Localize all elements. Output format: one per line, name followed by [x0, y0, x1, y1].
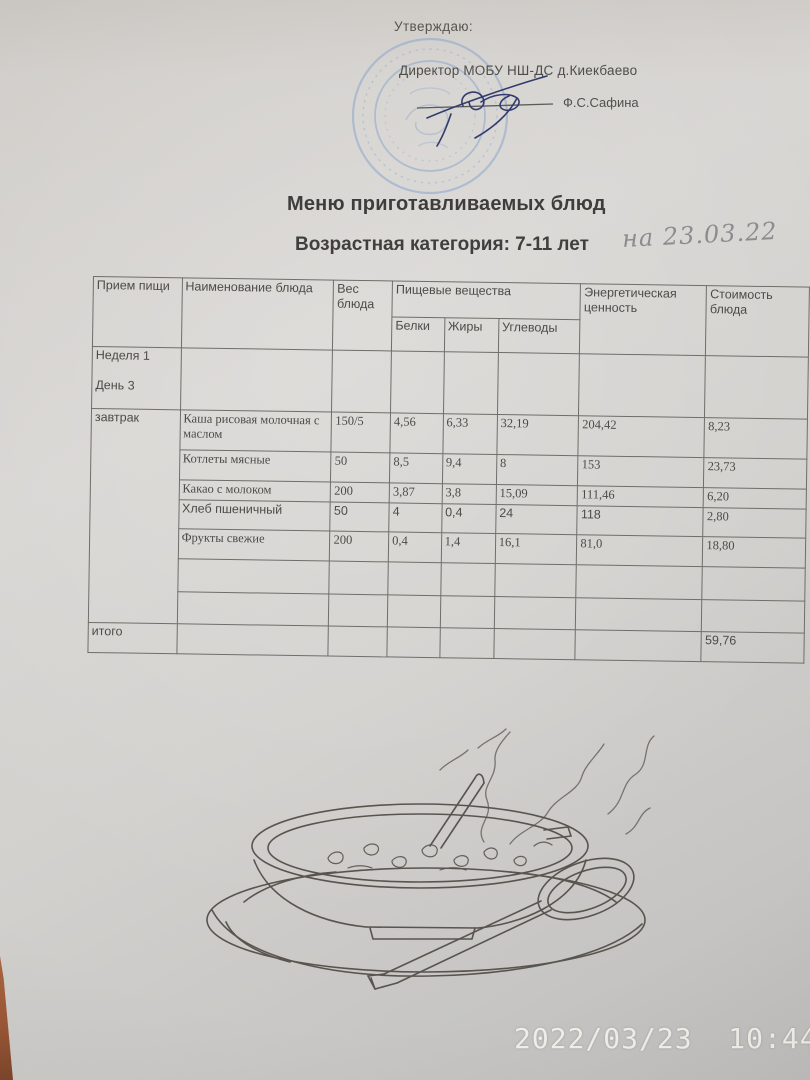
energy-cell: 118: [577, 505, 704, 537]
table-surface-corner: [0, 956, 13, 1080]
dish-cell: Хлеб пшеничный: [178, 499, 331, 532]
fat-cell: 6,33: [442, 413, 498, 455]
handwritten-date: на 23.03.22: [621, 216, 779, 254]
fat-cell: 1,4: [440, 532, 496, 564]
cost-cell: 18,80: [702, 536, 806, 569]
weight-cell: 50: [330, 452, 391, 483]
day-label: День 3: [95, 378, 135, 393]
energy-cell: 81,0: [576, 534, 704, 567]
header-carbs: Углеводы: [498, 318, 581, 354]
signature-icon: [416, 75, 554, 147]
menu-table: Прием пищи Наименование блюда Вес блюда …: [87, 276, 810, 664]
age-category-subtitle: Возрастная категория: 7-11 лет: [295, 234, 589, 255]
protein-cell: 0,4: [388, 531, 442, 563]
dish-cell: Какао с молоком: [178, 479, 331, 503]
approve-label: Утверждаю:: [394, 19, 474, 34]
cost-cell: 2,80: [703, 507, 807, 539]
header-protein: Белки: [391, 316, 445, 352]
camera-timestamp: 2022/03/23 10:44: [514, 1022, 810, 1055]
header-dish: Наименование блюда: [180, 277, 334, 351]
cost-cell: 23,73: [703, 457, 807, 490]
signature-name: Ф.С.Сафина: [563, 95, 639, 110]
soup-plate-drawing: [206, 728, 655, 990]
page-title: Меню приготавливаемых блюд: [287, 193, 606, 215]
week-day-row: Неделя 1 День 3: [91, 346, 809, 420]
header-fat: Жиры: [444, 317, 499, 353]
protein-cell: 4,56: [390, 412, 444, 454]
protein-cell: 8,5: [389, 452, 443, 484]
meal-label-cell: завтрак: [88, 408, 181, 624]
energy-cell: 153: [577, 455, 705, 488]
protein-cell: 4: [388, 502, 442, 533]
header-cost: Стоимость блюда: [705, 285, 810, 358]
fat-cell: 3,8: [441, 483, 497, 505]
carbs-cell: 16,1: [495, 533, 578, 565]
header-energy: Энергетическая ценность: [579, 283, 707, 356]
energy-cell: 204,42: [578, 415, 705, 458]
header-weight: Вес блюда: [332, 280, 393, 351]
week-label: Неделя 1: [95, 348, 150, 363]
menu-table-wrap: Прием пищи Наименование блюда Вес блюда …: [87, 276, 810, 664]
protein-cell: 3,87: [389, 482, 443, 504]
cost-cell: 6,20: [703, 487, 807, 510]
director-title-line: Директор МОБУ НШ-ДС д.Киекбаево: [399, 63, 638, 78]
carbs-cell: 32,19: [496, 414, 579, 456]
cost-cell: 8,23: [704, 417, 808, 460]
carbs-cell: 15,09: [495, 484, 578, 506]
round-stamp-icon: [351, 37, 509, 195]
dish-cell: Каша рисовая молочная с маслом: [179, 409, 332, 453]
weight-cell: 50: [330, 502, 390, 532]
fat-cell: 9,4: [442, 453, 497, 485]
energy-cell: 111,46: [577, 485, 704, 508]
dish-cell: Фрукты свежие: [177, 528, 331, 562]
total-label-cell: итого: [87, 622, 177, 654]
carbs-cell: 24: [495, 504, 578, 535]
dish-cell: Котлеты мясные: [179, 449, 332, 483]
weight-cell: 200: [330, 482, 390, 503]
fat-cell: 0,4: [441, 503, 496, 534]
week-day-cell: Неделя 1 День 3: [91, 346, 181, 410]
carbs-cell: 8: [496, 454, 579, 486]
total-cost-cell: 59,76: [701, 631, 805, 664]
header-meal: Прием пищи: [92, 276, 183, 348]
weight-cell: 150/5: [331, 412, 391, 453]
header-nutrients: Пищевые вещества: [392, 280, 581, 320]
weight-cell: 200: [329, 531, 389, 562]
